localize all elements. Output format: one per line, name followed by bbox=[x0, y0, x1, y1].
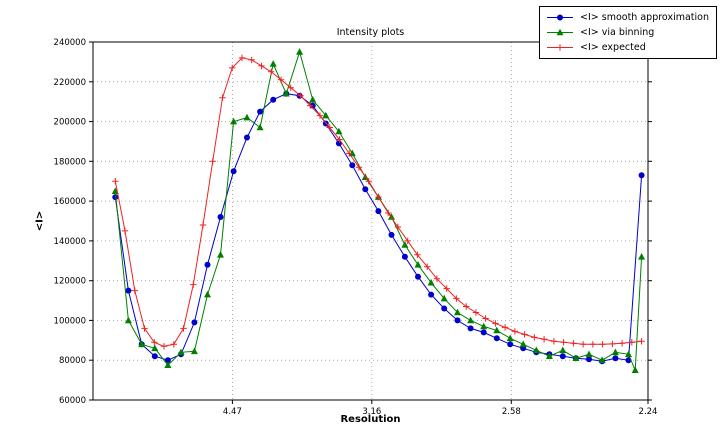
legend-label: <I> expected bbox=[580, 42, 646, 53]
svg-text:180000: 180000 bbox=[54, 157, 86, 167]
legend-item-via-binning: <I> via binning bbox=[545, 26, 709, 39]
svg-text:2.24: 2.24 bbox=[639, 407, 658, 417]
line-triangle-marker-icon bbox=[545, 27, 575, 38]
svg-text:140000: 140000 bbox=[54, 237, 86, 247]
svg-text:160000: 160000 bbox=[54, 197, 86, 207]
svg-text:80000: 80000 bbox=[59, 356, 86, 366]
legend: <I> smooth approximation <I> via binning… bbox=[539, 6, 717, 59]
y-axis-label: <I> bbox=[34, 210, 46, 232]
legend-item-expected: <I> expected bbox=[545, 41, 709, 54]
svg-text:200000: 200000 bbox=[54, 118, 86, 128]
svg-text:240000: 240000 bbox=[54, 38, 86, 48]
svg-text:120000: 120000 bbox=[54, 277, 86, 287]
legend-label: <I> smooth approximation bbox=[580, 12, 709, 23]
svg-text:100000: 100000 bbox=[54, 316, 86, 326]
legend-label: <I> via binning bbox=[580, 27, 655, 38]
line-plus-marker-icon bbox=[545, 42, 575, 53]
chart-title: Intensity plots bbox=[336, 27, 405, 38]
svg-text:2.58: 2.58 bbox=[502, 407, 521, 417]
x-axis-label: Resolution bbox=[340, 414, 401, 425]
svg-text:3.16: 3.16 bbox=[362, 407, 381, 417]
line-circle-marker-icon bbox=[545, 12, 575, 23]
svg-text:220000: 220000 bbox=[54, 78, 86, 88]
svg-text:60000: 60000 bbox=[59, 396, 86, 406]
legend-item-smooth-approximation: <I> smooth approximation bbox=[545, 11, 709, 24]
svg-text:4.47: 4.47 bbox=[223, 407, 242, 417]
